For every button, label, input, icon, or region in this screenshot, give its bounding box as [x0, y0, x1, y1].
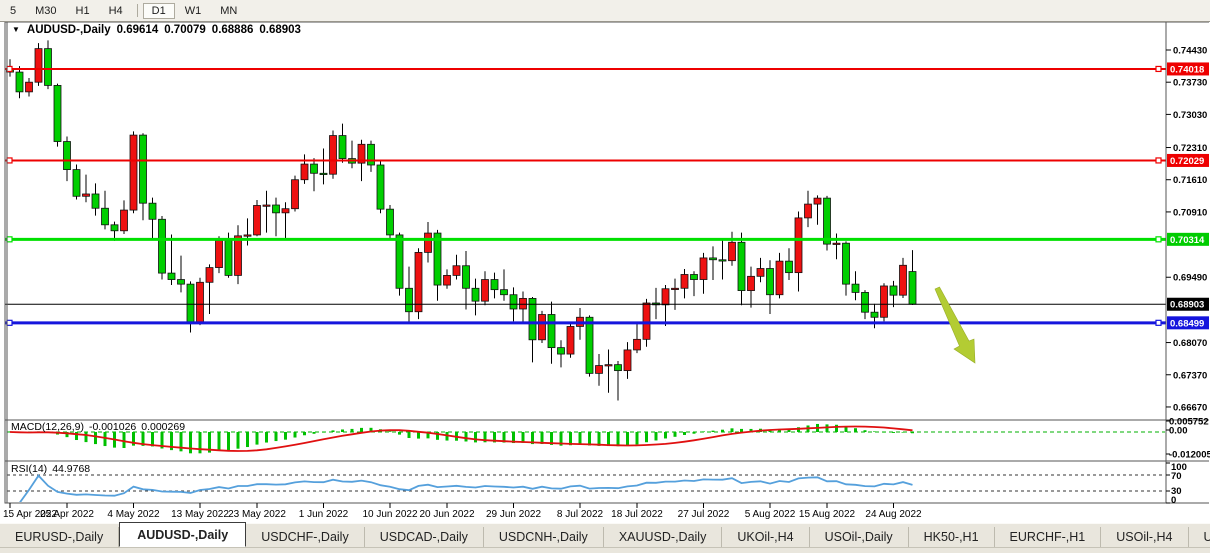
price-badge [1167, 297, 1209, 311]
svg-text:25 Apr 2022: 25 Apr 2022 [40, 509, 94, 520]
svg-text:20 Jun 2022: 20 Jun 2022 [419, 509, 474, 520]
symbol-tab-ukoil-h4[interactable]: UKOil-,H4 [722, 527, 810, 547]
symbol-tab-eurchf-h1[interactable]: EURCHF-,H1 [995, 527, 1102, 547]
rsi-value: 44.9768 [52, 463, 91, 475]
timeframe-toolbar: 5 M30 H1 H4 D1 W1 MN [0, 0, 1210, 22]
svg-text:0.66670: 0.66670 [1173, 402, 1207, 413]
rsi-pane-series [7, 474, 1165, 502]
quote-close: 0.68903 [259, 24, 301, 36]
timeframe-button-mn[interactable]: MN [220, 4, 238, 17]
svg-text:100: 100 [1171, 462, 1187, 473]
timeframe-button-d1[interactable]: D1 [142, 2, 175, 19]
svg-text:0: 0 [1171, 495, 1176, 506]
macd-name: MACD(12,26,9) [11, 421, 84, 433]
macd-signal-value: 0.000269 [141, 421, 186, 433]
svg-text:70: 70 [1171, 471, 1182, 482]
down-arrow-annotation[interactable] [934, 286, 976, 364]
price-badge [1167, 62, 1209, 76]
symbol-tab-audusd-daily[interactable]: AUDUSD-,Daily [119, 522, 247, 547]
svg-text:0.68903: 0.68903 [1170, 300, 1204, 311]
symbol-tab-usdcnh-daily[interactable]: USDCNH-,Daily [484, 527, 604, 547]
svg-text:27 Jul 2022: 27 Jul 2022 [678, 509, 730, 520]
symbol-tab-usdcad-daily[interactable]: USDCAD-,Daily [365, 527, 484, 547]
timeframe-button-m30[interactable]: M30 [35, 4, 57, 17]
svg-text:0.68499: 0.68499 [1170, 318, 1204, 329]
quote-low: 0.68886 [211, 24, 254, 36]
symbol-tab-bar: EURUSD-,Daily AUDUSD-,Daily USDCHF-,Daily U… [0, 522, 1210, 553]
svg-text:0.67370: 0.67370 [1173, 370, 1207, 381]
macd-main-value: -0.001026 [88, 421, 137, 433]
svg-text:-0.012005: -0.012005 [1169, 450, 1210, 461]
svg-text:0.74430: 0.74430 [1173, 46, 1207, 57]
svg-text:0.00: 0.00 [1169, 426, 1188, 437]
svg-text:15 Apr 2022: 15 Apr 2022 [3, 509, 57, 520]
svg-text:30: 30 [1171, 486, 1182, 497]
svg-text:0.72029: 0.72029 [1170, 156, 1204, 167]
svg-text:5 Aug 2022: 5 Aug 2022 [745, 509, 796, 520]
svg-text:18 Jul 2022: 18 Jul 2022 [611, 509, 663, 520]
timeframe-button-h1[interactable]: H1 [75, 4, 90, 17]
quote-high: 0.70079 [164, 24, 206, 36]
price-badge [1167, 153, 1209, 167]
symbol-tab-usoil-daily[interactable]: USOil-,Daily [810, 527, 909, 547]
toolbar-separator [136, 4, 138, 17]
symbol-tab-xauusd-daily[interactable]: XAUUSD-,Daily [604, 527, 723, 547]
macd-pane-series [7, 423, 1165, 454]
svg-text:24 Aug 2022: 24 Aug 2022 [865, 509, 922, 520]
svg-text:4 May 2022: 4 May 2022 [107, 509, 160, 520]
rsi-label: RSI(14) 44.9768 [11, 463, 90, 475]
svg-text:15 Aug 2022: 15 Aug 2022 [799, 509, 856, 520]
svg-text:0.70910: 0.70910 [1173, 207, 1207, 218]
price-badge [1167, 316, 1209, 330]
symbol-tab-usdchf-daily[interactable]: USDCHF-,Daily [246, 527, 365, 547]
svg-text:0.72310: 0.72310 [1173, 143, 1207, 154]
svg-text:0.005752: 0.005752 [1169, 417, 1209, 428]
svg-text:8 Jul 2022: 8 Jul 2022 [557, 509, 604, 520]
svg-text:0.71610: 0.71610 [1173, 175, 1207, 186]
symbol-tab-eurusd-daily[interactable]: EURUSD-,Daily [0, 527, 120, 547]
svg-text:23 May 2022: 23 May 2022 [228, 509, 286, 520]
svg-text:0.69490: 0.69490 [1173, 273, 1207, 284]
timeframe-button-w1[interactable]: W1 [184, 4, 202, 17]
timeframe-button-h4[interactable]: H4 [108, 4, 123, 17]
svg-text:0.73030: 0.73030 [1173, 110, 1207, 121]
rsi-name: RSI(14) [11, 463, 48, 475]
macd-label: MACD(12,26,9) -0.001026 0.000269 [11, 421, 185, 433]
symbol-tab-hk50-h1[interactable]: HK50-,H1 [909, 527, 995, 547]
svg-text:10 Jun 2022: 10 Jun 2022 [362, 509, 417, 520]
svg-text:29 Jun 2022: 29 Jun 2022 [486, 509, 541, 520]
chart-symbol-label: AUDUSD-,Daily [26, 24, 111, 36]
chart-menu-icon[interactable]: ▼ [12, 25, 20, 34]
price-badge [1167, 232, 1209, 246]
svg-text:13 May 2022: 13 May 2022 [171, 509, 229, 520]
symbol-tab-usoil-h4[interactable]: USOil-,H4 [1101, 527, 1189, 547]
svg-text:1 Jun 2022: 1 Jun 2022 [299, 509, 349, 520]
svg-text:0.68070: 0.68070 [1173, 338, 1207, 349]
chart-title: ▼ AUDUSD-,Daily 0.69614 0.70079 0.68886 0.689… [12, 24, 301, 36]
svg-text:0.74018: 0.74018 [1170, 64, 1204, 75]
svg-text:0.73730: 0.73730 [1173, 78, 1207, 89]
candlestick-series [6, 40, 917, 401]
symbol-tab-ukoil-h4[interactable]: UKOil-,H4 [1189, 527, 1210, 547]
quote-open: 0.69614 [116, 24, 159, 36]
svg-text:0.70314: 0.70314 [1170, 235, 1205, 246]
timeframe-button-5[interactable]: 5 [10, 4, 17, 17]
